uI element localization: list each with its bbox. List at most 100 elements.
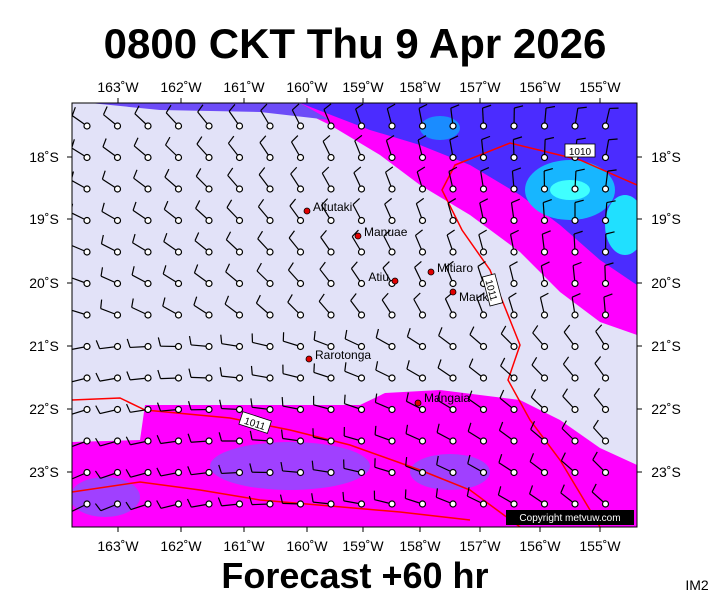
barb-flag xyxy=(435,488,439,498)
wind-barb xyxy=(72,277,91,288)
barb-flag xyxy=(134,105,140,115)
wind-barb xyxy=(322,134,335,162)
wind-barb xyxy=(498,421,518,445)
barb-flag xyxy=(162,265,167,275)
wind-barb xyxy=(405,392,427,414)
wind-barb xyxy=(101,202,122,225)
barb-flag xyxy=(383,229,391,237)
wind-barb xyxy=(478,229,488,256)
barb-station xyxy=(205,279,213,288)
barb-station xyxy=(327,342,335,351)
wind-barb xyxy=(156,402,183,414)
wind-barb xyxy=(344,362,366,382)
barb-flag xyxy=(350,293,357,301)
latitude-label: 18˚S xyxy=(651,149,681,165)
barb-flag xyxy=(500,325,507,335)
barb-station xyxy=(235,153,244,162)
barb-station xyxy=(83,153,91,162)
barb-flag xyxy=(511,198,521,204)
wind-barb xyxy=(510,105,524,130)
barb-station xyxy=(357,468,366,477)
barb-station xyxy=(418,248,427,256)
wind-barb xyxy=(156,467,183,477)
barb-flag xyxy=(418,103,428,109)
barb-station xyxy=(357,342,366,351)
barb-flag xyxy=(603,293,613,298)
wind-barb xyxy=(498,453,518,477)
barb-flag xyxy=(447,198,457,204)
barb-station xyxy=(266,374,274,382)
barb-station xyxy=(388,500,396,508)
barb-station xyxy=(144,248,152,256)
wind-barb xyxy=(540,230,551,256)
wind-barb xyxy=(280,429,305,445)
barb-flag xyxy=(225,263,231,273)
wind-barb xyxy=(100,267,122,288)
wind-barb xyxy=(601,293,613,319)
barb-flag xyxy=(319,261,326,270)
wind-barb xyxy=(385,134,396,162)
barb-flag xyxy=(351,229,359,237)
barb-station xyxy=(144,500,152,508)
wind-barb xyxy=(125,500,152,511)
wind-barb xyxy=(72,107,91,130)
longitude-label: 161˚W xyxy=(223,538,265,554)
title: 0800 CKT Thu 9 Apr 2026 xyxy=(104,20,607,67)
barb-station xyxy=(83,405,91,414)
barb-station xyxy=(418,342,427,351)
wind-barb xyxy=(227,135,244,162)
longitude-label: 158˚W xyxy=(399,79,441,95)
barb-station xyxy=(296,311,305,319)
barb-station xyxy=(83,500,91,508)
barb-flag xyxy=(72,236,73,239)
barb-flag xyxy=(196,136,203,145)
barb-flag xyxy=(532,325,539,334)
wind-barb xyxy=(313,395,335,414)
isobar-value: 1011 xyxy=(482,279,498,303)
wind-barb xyxy=(374,458,396,477)
barb-flag xyxy=(350,261,358,269)
barb-station xyxy=(174,185,183,193)
barb-flag xyxy=(482,104,492,109)
barb-station xyxy=(571,279,579,288)
barb-station xyxy=(418,279,427,288)
wind-barb xyxy=(350,261,366,288)
barb-station xyxy=(174,122,183,130)
barb-flag xyxy=(436,391,441,401)
barb-station xyxy=(327,279,335,288)
barb-flag xyxy=(545,105,556,109)
wind-barb xyxy=(560,452,579,477)
wind-barb xyxy=(571,106,587,130)
barb-flag xyxy=(102,138,107,148)
barb-flag xyxy=(355,103,364,110)
barb-flag xyxy=(514,105,524,109)
wind-barb xyxy=(467,422,488,445)
longitude-label: 158˚W xyxy=(399,538,441,554)
isobar-label-box xyxy=(564,143,596,158)
barb-station xyxy=(510,153,518,162)
barb-station xyxy=(205,311,213,319)
barb-station xyxy=(449,279,457,288)
image-code: IM2 xyxy=(685,577,709,593)
barb-flag xyxy=(374,425,377,435)
barb-station xyxy=(479,468,488,477)
barb-station xyxy=(235,311,244,319)
barb-flag xyxy=(95,340,101,349)
barb-station xyxy=(388,216,396,225)
barb-flag xyxy=(529,485,534,495)
wind-barb xyxy=(126,371,152,382)
barb-station xyxy=(296,342,305,351)
barb-flag xyxy=(126,403,131,413)
barb-flag xyxy=(72,107,76,116)
barb-station xyxy=(388,153,396,162)
barb-station xyxy=(540,500,549,508)
wind-barb xyxy=(353,166,366,193)
wind-barb xyxy=(468,358,488,382)
wind-barb xyxy=(95,405,122,415)
wind-barb xyxy=(500,325,518,351)
barb-flag xyxy=(467,422,472,432)
barb-station xyxy=(235,405,244,414)
barb-station xyxy=(174,500,183,508)
place-marker xyxy=(305,355,313,363)
